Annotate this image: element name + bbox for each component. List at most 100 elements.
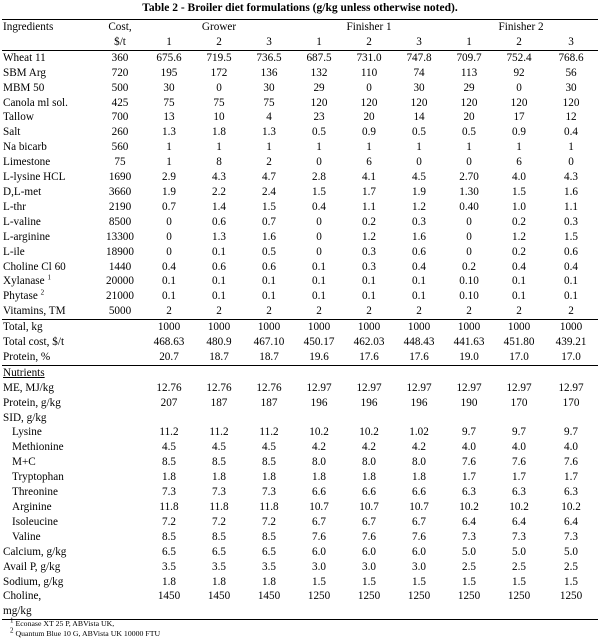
value-cell: 7.6 bbox=[564, 456, 579, 469]
value-cell: 7.3 bbox=[564, 530, 579, 543]
table-row: Na bicarb 560 1 1 1 1 1 1 1 1 1 bbox=[2, 140, 598, 155]
row-label-text: Choline Cl 60 bbox=[3, 260, 66, 273]
row-label: Tryptophan bbox=[2, 470, 96, 485]
cost-cell bbox=[96, 575, 144, 590]
value-cell: 30 bbox=[263, 81, 275, 94]
value-cell: 196 bbox=[410, 396, 428, 409]
row-label: Choline, bbox=[3, 590, 42, 603]
value-cell: 451.80 bbox=[503, 336, 535, 349]
value-cell: 2 bbox=[568, 305, 574, 318]
value-cell: 0.1 bbox=[512, 290, 527, 303]
value-cell: 687.5 bbox=[306, 51, 332, 64]
value-cell: 0.4 bbox=[512, 260, 527, 273]
row-label: D,L-met bbox=[2, 185, 96, 200]
header-cost-unit: $/t bbox=[96, 34, 144, 51]
value-cell: 10.2 bbox=[309, 426, 329, 439]
value-cell: 1000 bbox=[444, 319, 495, 336]
value-cell: 1450 bbox=[157, 590, 181, 603]
value-cell: 12.97 bbox=[456, 381, 482, 394]
value-cell: 6.6 bbox=[362, 486, 377, 499]
value-cell: 0.4 bbox=[564, 260, 579, 273]
row-label-text: Lysine bbox=[12, 426, 42, 439]
table-row: Tallow 700 13 10 4 23 20 14 20 17 12 bbox=[2, 110, 598, 125]
value-cell: 1.3 bbox=[262, 126, 276, 139]
row-label: Xylanase 1 bbox=[2, 274, 96, 289]
value-cell: 1.6 bbox=[564, 185, 579, 198]
value-cell: 1.8 bbox=[162, 471, 176, 484]
table-row: L-ile 18900 0 0.1 0.5 0 0.3 0.6 0 0.2 0.6 bbox=[2, 245, 598, 260]
value-cell: 2 bbox=[316, 305, 322, 318]
value-cell: 1000 bbox=[344, 319, 395, 336]
value-cell: 17.0 bbox=[544, 349, 599, 366]
cost-cell bbox=[96, 530, 144, 545]
value-cell: 0.1 bbox=[362, 290, 377, 303]
row-label: Sodium, g/kg bbox=[2, 575, 96, 590]
value-cell: 1.9 bbox=[412, 185, 427, 198]
value-cell: 1.7 bbox=[462, 471, 477, 484]
value-cell: 92 bbox=[513, 66, 525, 79]
cost-cell: 2190 bbox=[108, 200, 132, 213]
row-label: Na bicarb bbox=[2, 140, 96, 155]
row-label-text: Na bicarb bbox=[3, 141, 47, 154]
value-cell: 6.3 bbox=[564, 486, 579, 499]
value-cell: 448.43 bbox=[403, 336, 435, 349]
value-cell: 4.0 bbox=[512, 441, 527, 454]
cost-cell: 1440 bbox=[108, 260, 132, 273]
empty-cell bbox=[394, 604, 445, 621]
value-cell: 6.7 bbox=[362, 515, 377, 528]
value-cell: 0.9 bbox=[512, 126, 527, 139]
value-cell: 4.0 bbox=[512, 171, 527, 184]
value-cell: 120 bbox=[310, 96, 328, 109]
header-group-grower: Grower bbox=[144, 18, 295, 35]
table-row: Salt 260 1.3 1.8 1.3 0.5 0.9 0.5 0.5 0.9 0.4 bbox=[2, 125, 598, 140]
value-cell: 2 bbox=[216, 305, 222, 318]
header-subcol: 1 bbox=[294, 34, 345, 51]
value-cell: 1.1 bbox=[362, 200, 377, 213]
value-cell: 0 bbox=[166, 230, 172, 243]
value-cell: 1250 bbox=[307, 590, 331, 603]
value-cell: 14 bbox=[413, 111, 425, 124]
empty-cell bbox=[444, 604, 495, 621]
value-cell: 0.2 bbox=[362, 215, 377, 228]
value-cell: 10.7 bbox=[409, 501, 429, 513]
row-label-text: Methionine bbox=[12, 441, 64, 454]
value-cell: 1250 bbox=[507, 590, 531, 603]
value-cell: 11.8 bbox=[259, 501, 279, 513]
row-label-text: L-arginine bbox=[3, 230, 51, 243]
value-cell: 0.1 bbox=[262, 275, 276, 288]
table-row: Limestone 75 1 8 2 0 6 0 0 6 0 bbox=[2, 155, 598, 170]
value-cell: 7.2 bbox=[212, 515, 226, 528]
value-cell: 0.6 bbox=[262, 260, 276, 273]
table-row: Tryptophan 1.8 1.8 1.8 1.8 1.8 1.8 1.7 1.7 1.7 bbox=[2, 470, 598, 485]
value-cell: 120 bbox=[460, 96, 478, 109]
row-label: mg/kg bbox=[2, 604, 96, 621]
value-cell: 1450 bbox=[207, 590, 231, 603]
row-label: Isoleucine bbox=[2, 515, 96, 530]
row-label: Vitamins, TM bbox=[2, 304, 96, 319]
value-cell: 6.5 bbox=[212, 545, 226, 558]
value-cell: 8.0 bbox=[412, 456, 427, 469]
cost-cell: 20000 bbox=[106, 275, 134, 288]
value-cell: 4.5 bbox=[412, 171, 427, 184]
value-cell: 20.7 bbox=[144, 349, 194, 366]
footnote-mark: 1 bbox=[10, 616, 14, 625]
value-cell: 0.1 bbox=[212, 245, 226, 258]
value-cell: 0.2 bbox=[512, 215, 527, 228]
value-cell: 1.7 bbox=[564, 471, 579, 484]
value-cell: 1.2 bbox=[362, 230, 377, 243]
header-subcol: 2 bbox=[494, 34, 545, 51]
value-cell: 441.63 bbox=[453, 336, 485, 349]
table-row: Canola ml sol. 425 75 75 75 120 120 120 120 120 12… bbox=[2, 96, 598, 111]
value-cell: 2.5 bbox=[564, 560, 579, 573]
row-label-text: Canola ml sol. bbox=[3, 96, 68, 109]
table-row: L-arginine 13300 0 1.3 1.6 0 1.2 1.6 0 1.2 1.5 bbox=[2, 230, 598, 245]
value-cell: 1.8 bbox=[212, 471, 226, 484]
value-cell: 172 bbox=[210, 66, 228, 79]
value-cell: 3.5 bbox=[162, 560, 176, 573]
empty-cell bbox=[96, 604, 144, 621]
value-cell: 187 bbox=[260, 396, 278, 409]
value-cell: 6.5 bbox=[162, 545, 176, 558]
value-cell: 1.5 bbox=[512, 185, 527, 198]
cost-cell bbox=[96, 500, 144, 515]
cost-cell: 360 bbox=[111, 51, 129, 64]
